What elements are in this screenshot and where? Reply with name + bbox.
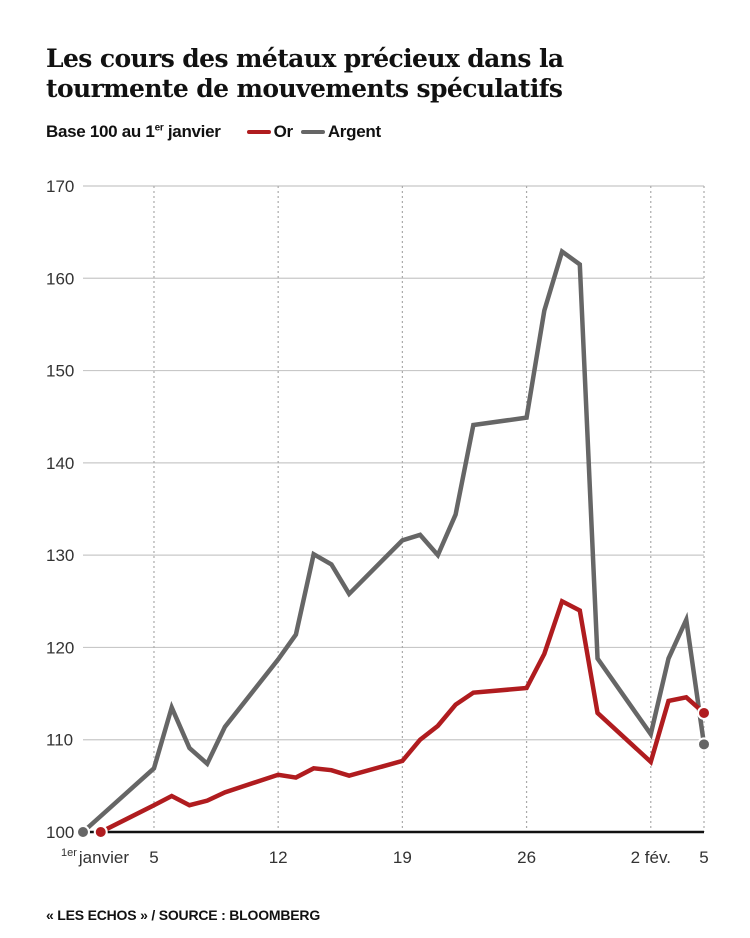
start-point-argent xyxy=(76,825,90,839)
legend-swatch-argent xyxy=(300,130,325,134)
legend-item-or: Or xyxy=(246,122,294,142)
subtitle: Base 100 au 1er janvier xyxy=(46,122,221,142)
x-tick-label: 5 xyxy=(149,848,158,867)
y-tick-label: 150 xyxy=(46,362,74,381)
end-point-or xyxy=(697,705,711,720)
subtitle-prefix: Base 100 au 1 xyxy=(46,122,155,141)
y-tick-label: 170 xyxy=(46,177,74,196)
subtitle-sup: er xyxy=(154,122,164,134)
x-tick-label: 5 xyxy=(699,848,708,867)
end-point-argent xyxy=(697,737,711,752)
chart-title-text: Les cours des métaux précieux dans la to… xyxy=(46,44,564,103)
x-tick-label: 2 fév. xyxy=(631,848,671,867)
legend-label-or: Or xyxy=(273,122,294,141)
y-tick-label: 130 xyxy=(46,546,74,565)
x-tick-label: 12 xyxy=(269,848,288,867)
legend-item-argent: Argent xyxy=(300,122,381,142)
legend-label-argent: Argent xyxy=(327,122,381,141)
y-tick-label: 160 xyxy=(46,269,74,288)
legend-swatch-or xyxy=(246,130,271,134)
x-tick-sup: 1er xyxy=(61,847,77,859)
start-point-or xyxy=(93,825,108,839)
y-tick-label: 140 xyxy=(46,454,74,473)
subtitle-suffix: janvier xyxy=(163,122,221,141)
legend: Base 100 au 1er janvier Or Argent xyxy=(46,122,381,142)
x-tick-main: janvier xyxy=(78,848,129,867)
chart-title: Les cours des métaux précieux dans la to… xyxy=(46,44,636,104)
series-line-or xyxy=(99,598,706,835)
series-line-argent xyxy=(81,247,707,834)
source-credit: « LES ECHOS » / SOURCE : BLOOMBERG xyxy=(46,907,321,923)
x-tick-label: 26 xyxy=(517,848,536,867)
y-tick-label: 110 xyxy=(46,731,73,750)
y-tick-label: 120 xyxy=(46,638,74,657)
x-tick-label: 1er janvier xyxy=(61,847,129,867)
y-tick-label: 100 xyxy=(46,823,74,842)
x-tick-label: 19 xyxy=(393,848,412,867)
